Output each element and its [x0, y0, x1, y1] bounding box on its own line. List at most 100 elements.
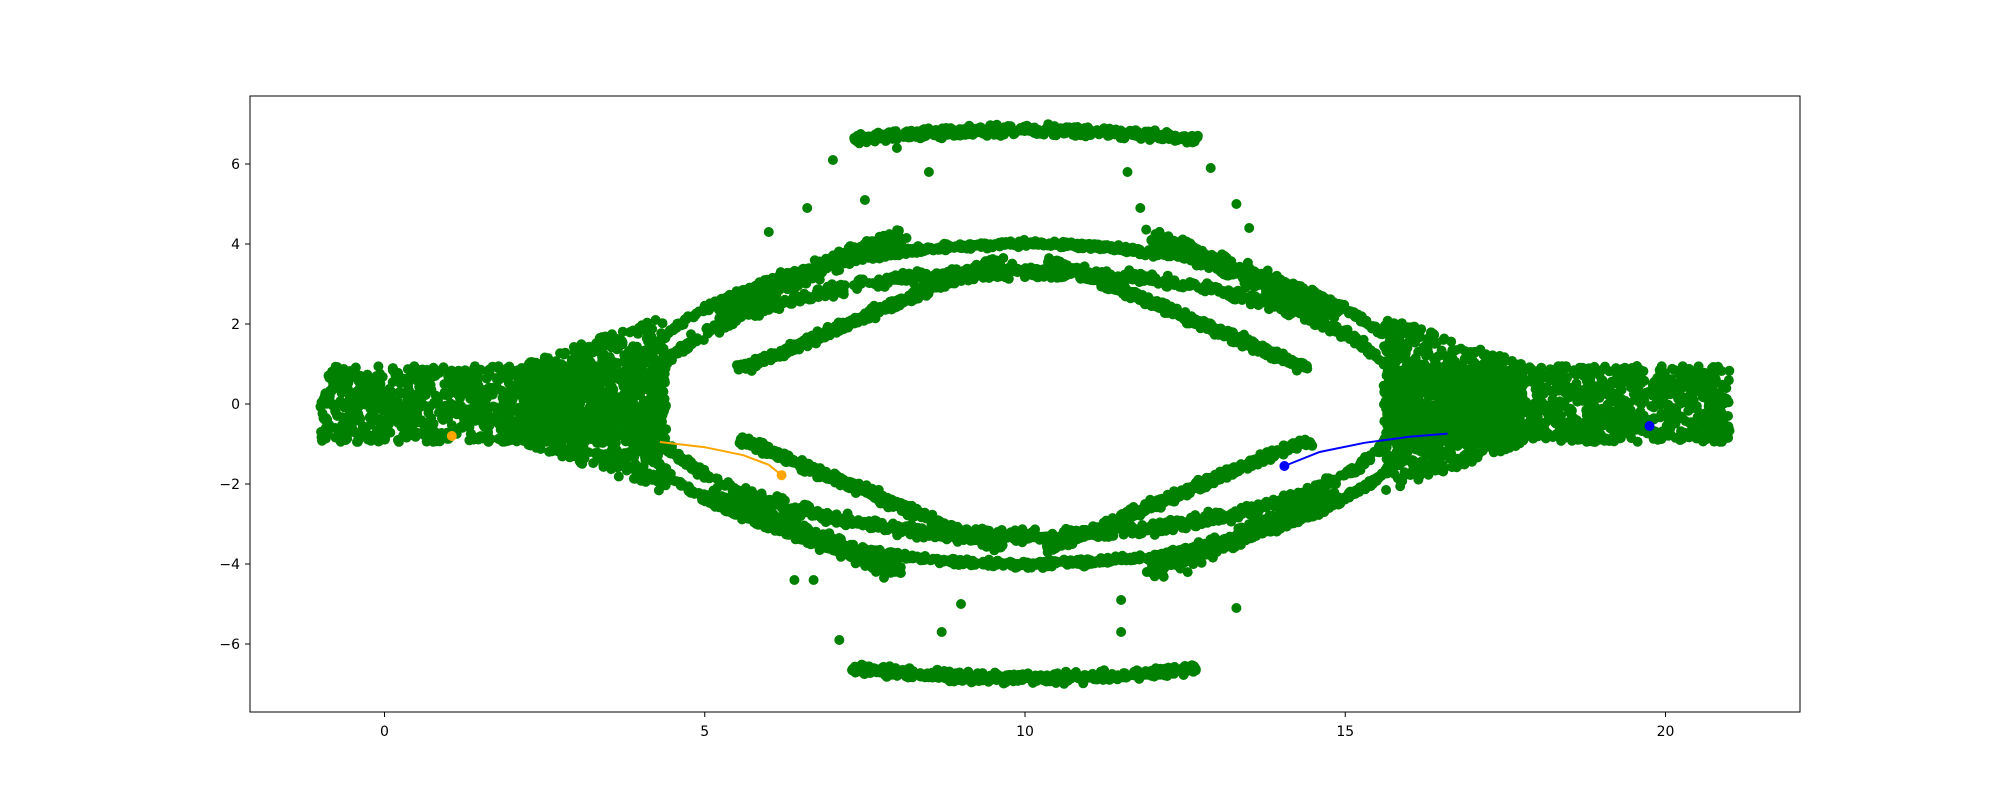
scatter-point	[574, 456, 585, 467]
scatter-point	[335, 396, 346, 406]
scatter-point	[1488, 444, 1499, 455]
scatter-point	[1631, 361, 1642, 371]
scatter-point	[583, 344, 594, 355]
scatter-point	[590, 365, 601, 376]
scatter-point	[453, 371, 464, 382]
scatter-point	[1723, 397, 1734, 408]
scatter-point	[559, 348, 570, 359]
scatter-point	[665, 325, 676, 336]
scatter-point	[1680, 392, 1691, 403]
scatter-point	[1636, 378, 1647, 389]
scatter-point	[1430, 444, 1441, 455]
scatter-point	[338, 364, 349, 374]
scatter-point	[400, 428, 411, 439]
scatter-point	[1506, 426, 1517, 437]
scatter-point	[1489, 421, 1500, 431]
scatter-point	[1507, 356, 1518, 366]
scatter-point	[1589, 435, 1600, 446]
scatter-point	[1432, 351, 1443, 362]
scatter-point	[598, 349, 609, 360]
scatter-point	[1440, 448, 1451, 459]
scatter-point	[1707, 433, 1718, 443]
scatter-point	[621, 463, 632, 474]
scatter-point	[402, 391, 413, 402]
scatter-point	[628, 325, 639, 336]
scatter-point	[634, 402, 645, 413]
scatter-point	[489, 412, 499, 422]
scatter-point	[1540, 405, 1551, 416]
scatter-point	[1447, 363, 1458, 374]
scatter-point	[436, 428, 447, 438]
scatter-point	[618, 427, 628, 438]
scatter-point	[474, 431, 485, 442]
scatter-point	[623, 390, 634, 401]
scatter-point	[1553, 399, 1564, 409]
scatter-point	[632, 341, 642, 352]
scatter-point	[1597, 420, 1608, 431]
scatter-point	[1376, 329, 1386, 340]
scatter-point	[1654, 365, 1665, 375]
scatter-point	[419, 430, 430, 440]
scatter-point	[1540, 370, 1551, 381]
scatter-point	[1724, 365, 1735, 376]
scatter-point	[1465, 406, 1476, 417]
scatter-point	[523, 431, 534, 442]
scatter-point	[642, 326, 653, 337]
scatter-point	[1710, 374, 1721, 385]
scatter-point	[600, 331, 611, 342]
scatter-point	[1596, 403, 1607, 414]
scatter-point	[1581, 369, 1592, 380]
scatter-point	[466, 429, 477, 440]
scatter-point	[1014, 240, 1025, 251]
scatter-point	[632, 363, 643, 374]
scatter-point	[1625, 430, 1636, 441]
scatter-point	[1603, 390, 1614, 401]
scatter-point	[322, 414, 333, 425]
scatter-point	[1530, 384, 1541, 395]
scatter-point	[645, 397, 656, 408]
scatter-point	[483, 436, 494, 447]
scatter-point	[1436, 423, 1447, 434]
scatter-point	[400, 374, 411, 385]
scatter-point	[1548, 387, 1559, 398]
scatter-point	[412, 417, 423, 428]
scatter-point	[1641, 387, 1651, 398]
scatter-point	[1620, 418, 1630, 428]
scatter-point	[1713, 394, 1724, 405]
scatter-point	[377, 430, 388, 441]
scatter-point	[504, 411, 515, 422]
scatter-point	[404, 365, 415, 376]
scatter-point	[1005, 239, 1016, 250]
scatter-point	[1700, 416, 1711, 427]
scatter-point	[536, 360, 546, 371]
scatter-point	[1603, 381, 1614, 392]
scatter-point	[1429, 461, 1439, 472]
scatter-point	[1449, 406, 1460, 417]
scatter-point	[502, 399, 513, 410]
scatter-point	[511, 436, 522, 447]
scatter-point	[1430, 401, 1440, 412]
scatter-point	[475, 364, 486, 375]
scatter-point	[588, 403, 599, 413]
scatter-point	[504, 361, 515, 372]
scatter-point	[386, 386, 396, 397]
scatter-point	[1486, 352, 1496, 363]
scatter-point	[487, 389, 498, 400]
scatter-point	[347, 370, 358, 381]
scatter-point	[642, 348, 653, 359]
scatter-point	[1439, 333, 1450, 344]
scatter-point	[1661, 420, 1672, 431]
scatter-point	[374, 417, 385, 428]
scatter-point	[466, 394, 477, 404]
scatter-point	[547, 438, 558, 449]
scatter-point	[335, 436, 346, 447]
scatter-point	[613, 471, 624, 482]
scatter-point	[1437, 377, 1448, 388]
scatter-point	[547, 374, 558, 385]
scatter-point	[1480, 414, 1491, 425]
scatter-point	[612, 413, 623, 424]
scatter-point	[1507, 415, 1518, 426]
scatter-point	[330, 423, 341, 433]
scatter-point	[492, 362, 503, 373]
scatter-point	[1552, 410, 1563, 421]
